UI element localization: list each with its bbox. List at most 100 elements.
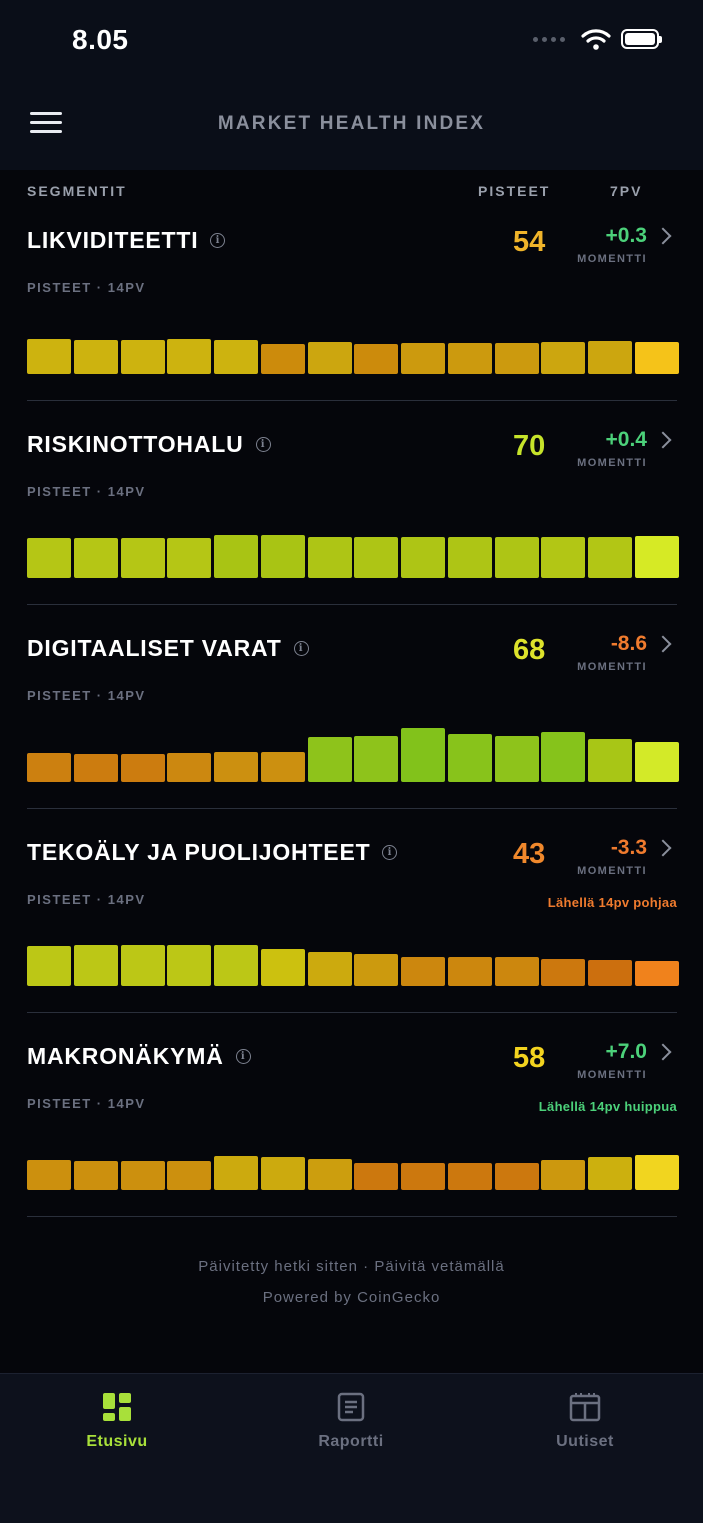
score-bar bbox=[27, 1160, 71, 1190]
chevron-right-icon[interactable] bbox=[654, 1043, 672, 1061]
score-history-chart bbox=[27, 318, 679, 374]
score-bar bbox=[73, 1161, 118, 1190]
battery-icon bbox=[621, 29, 662, 49]
info-icon[interactable]: i bbox=[210, 233, 226, 248]
wifi-icon bbox=[581, 29, 611, 50]
score-history-chart bbox=[27, 930, 679, 986]
menu-button[interactable] bbox=[30, 112, 62, 136]
score-bar bbox=[447, 1163, 492, 1190]
tab-label: Etusivu bbox=[86, 1433, 148, 1450]
score-bar bbox=[167, 538, 212, 578]
score-bar bbox=[260, 1157, 305, 1190]
score-bar bbox=[588, 960, 633, 986]
momentum-label: MOMENTTI bbox=[577, 1069, 647, 1081]
score-bar bbox=[354, 736, 399, 782]
status-time: 8.05 bbox=[72, 24, 129, 55]
segment-row[interactable]: RISKINOTTOHALU i PISTEET · 14PV 70 +0.4 MOMEN… bbox=[27, 402, 679, 605]
segment-row[interactable]: LIKVIDITEETTI i PISTEET · 14PV 54 +0.3 MOMENT… bbox=[27, 198, 679, 401]
score-bar bbox=[447, 957, 492, 986]
score-bar bbox=[354, 1163, 399, 1190]
momentum-label: MOMENTTI bbox=[577, 661, 647, 673]
score-bar bbox=[214, 535, 259, 578]
score-bar bbox=[354, 344, 399, 374]
segment-name-text: DIGITAALISET VARAT bbox=[27, 635, 282, 661]
segment-subtitle: PISTEET · 14PV bbox=[27, 280, 146, 295]
score-bar bbox=[167, 339, 212, 374]
score-bar bbox=[635, 742, 679, 782]
segment-momentum: -3.3 bbox=[610, 836, 647, 859]
segment-subtitle: PISTEET · 14PV bbox=[27, 1096, 146, 1111]
tab-uutiset[interactable]: Uutiset bbox=[468, 1374, 702, 1474]
segment-momentum: +0.4 bbox=[605, 428, 647, 451]
momentum-label: MOMENTTI bbox=[577, 457, 647, 469]
segment-subtitle: PISTEET · 14PV bbox=[27, 892, 146, 907]
page-title: MARKET HEALTH INDEX bbox=[217, 113, 486, 134]
info-icon[interactable]: i bbox=[255, 437, 271, 452]
segment-name-text: TEKOÄLY JA PUOLIJOHTEET bbox=[27, 839, 371, 865]
score-bar bbox=[307, 952, 352, 986]
info-icon[interactable]: i bbox=[382, 845, 398, 860]
score-history-chart bbox=[27, 522, 679, 578]
score-bar bbox=[214, 752, 259, 782]
segment-name: DIGITAALISET VARAT i bbox=[27, 635, 309, 662]
info-icon[interactable]: i bbox=[293, 641, 309, 656]
momentum-label: MOMENTTI bbox=[577, 865, 647, 877]
segment-row[interactable]: TEKOÄLY JA PUOLIJOHTEET i PISTEET · 14PV 43… bbox=[27, 810, 679, 1013]
segment-note: Lähellä 14pv huippua bbox=[538, 1099, 677, 1114]
column-header-period: 7PV bbox=[610, 183, 643, 199]
segment-score: 70 bbox=[513, 430, 546, 462]
segment-score: 68 bbox=[513, 634, 546, 666]
score-bar bbox=[447, 734, 492, 782]
score-bar bbox=[214, 340, 259, 374]
score-bar bbox=[401, 537, 446, 578]
score-bar bbox=[27, 753, 71, 782]
score-bar bbox=[73, 340, 118, 374]
score-bar bbox=[635, 342, 679, 374]
segment-momentum: +7.0 bbox=[605, 1040, 647, 1063]
score-bar bbox=[494, 736, 539, 782]
news-icon bbox=[569, 1393, 601, 1422]
score-bar bbox=[635, 536, 679, 578]
score-bar bbox=[167, 1161, 212, 1190]
score-bar bbox=[447, 343, 492, 374]
segment-momentum: -8.6 bbox=[610, 632, 647, 655]
score-bar bbox=[401, 343, 446, 374]
segment-name: TEKOÄLY JA PUOLIJOHTEET i bbox=[27, 839, 398, 866]
score-bar bbox=[494, 537, 539, 578]
chevron-right-icon[interactable] bbox=[654, 227, 672, 245]
score-bar bbox=[307, 737, 352, 782]
segment-subtitle: PISTEET · 14PV bbox=[27, 484, 146, 499]
score-bar bbox=[120, 754, 165, 782]
tab-etusivu[interactable]: Etusivu bbox=[0, 1374, 234, 1474]
score-bar bbox=[27, 946, 71, 986]
score-bar bbox=[73, 945, 118, 986]
score-bar bbox=[401, 957, 446, 986]
chevron-right-icon[interactable] bbox=[654, 839, 672, 857]
cellular-signal-icon bbox=[533, 36, 565, 42]
score-bar bbox=[214, 945, 259, 986]
score-bar bbox=[494, 343, 539, 374]
tab-label: Uutiset bbox=[556, 1433, 614, 1450]
column-header-score: PISTEET bbox=[478, 183, 551, 199]
segment-row[interactable]: DIGITAALISET VARAT i PISTEET · 14PV 68 -8.6 M… bbox=[27, 606, 679, 809]
score-history-chart bbox=[27, 1134, 679, 1190]
info-icon[interactable]: i bbox=[235, 1049, 251, 1064]
bottom-tab-bar: Etusivu Raportti Uutiset bbox=[0, 1373, 703, 1523]
segment-row[interactable]: MAKRONÄKYMÄ i PISTEET · 14PV 58 +7.0 MOMENTTI… bbox=[27, 1014, 679, 1217]
score-bar bbox=[588, 1157, 633, 1190]
tab-raportti[interactable]: Raportti bbox=[234, 1374, 468, 1474]
score-bar bbox=[260, 535, 305, 578]
score-bar bbox=[120, 340, 165, 374]
score-bar bbox=[260, 344, 305, 374]
score-bar bbox=[541, 959, 586, 986]
score-bar bbox=[260, 949, 305, 986]
chevron-right-icon[interactable] bbox=[654, 431, 672, 449]
chevron-right-icon[interactable] bbox=[654, 635, 672, 653]
momentum-label: MOMENTTI bbox=[577, 253, 647, 265]
segment-note: Lähellä 14pv pohjaa bbox=[547, 895, 677, 910]
score-bar bbox=[588, 739, 633, 782]
status-icons bbox=[533, 28, 662, 50]
score-bar bbox=[447, 537, 492, 578]
score-bar bbox=[494, 1163, 539, 1190]
score-bar bbox=[120, 1161, 165, 1190]
